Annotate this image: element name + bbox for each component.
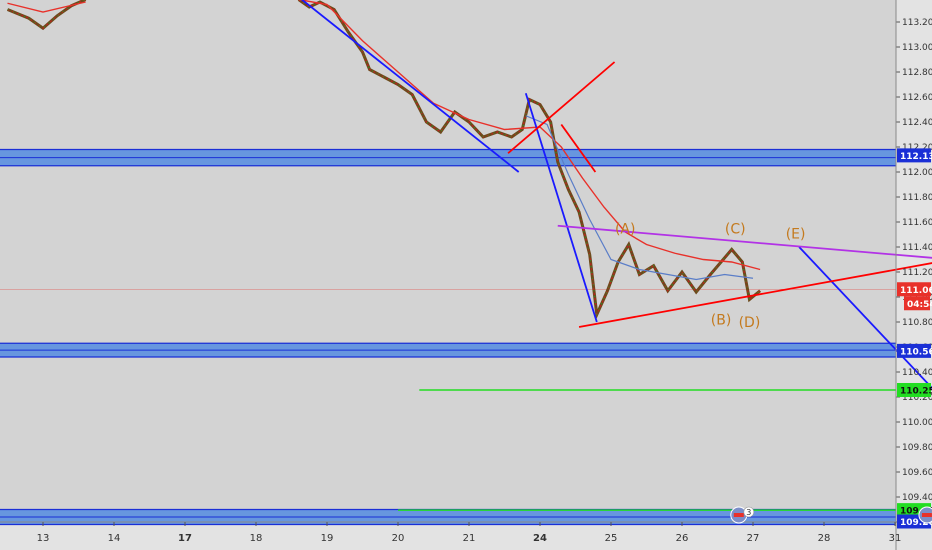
trend-line[interactable] <box>299 0 520 173</box>
price-tag <box>897 148 931 163</box>
y-tick-label: 112.800 <box>902 68 932 78</box>
x-tick-label: 21 <box>463 533 476 544</box>
y-tick-label: 113.000 <box>902 43 932 53</box>
price-tag <box>897 282 931 297</box>
price-candles-bearish <box>7 0 761 317</box>
wave-label: (A) <box>615 221 636 237</box>
x-tick-label: 27 <box>747 533 760 544</box>
x-tick-label: 14 <box>108 533 121 544</box>
time-axis-panel <box>0 522 896 550</box>
y-tick-label: 113.200 <box>902 18 932 28</box>
trend-line[interactable] <box>560 123 597 173</box>
x-tick-label: 13 <box>37 533 50 544</box>
y-tick-label: 110.800 <box>902 318 932 328</box>
countdown-label: 04:54 <box>907 300 932 310</box>
price-tag-label: 110.569 <box>900 347 932 357</box>
wave-label: (D) <box>739 315 761 331</box>
event-count-badge <box>743 506 755 518</box>
price-tag-label: 111.062 <box>900 286 932 296</box>
y-tick-label: 111.400 <box>902 243 932 253</box>
x-tick-label: 25 <box>605 533 618 544</box>
y-tick-label: 110.400 <box>902 368 932 378</box>
y-tick-label: 112.000 <box>902 168 932 178</box>
x-tick-label: 24 <box>533 533 547 544</box>
x-tick-label: 26 <box>676 533 689 544</box>
flag-stripe <box>921 513 932 517</box>
x-tick-label: 31 <box>889 533 902 544</box>
event-count: 3 <box>746 508 751 517</box>
price-tag-label: 112.133 <box>900 152 932 162</box>
y-tick-label: 110.200 <box>902 393 932 403</box>
y-tick-label: 111.600 <box>902 218 932 228</box>
trend-line[interactable] <box>578 260 932 328</box>
x-tick-label: 28 <box>818 533 831 544</box>
y-tick-label: 111.200 <box>902 268 932 278</box>
price-tag-label: 109.204 <box>900 518 932 528</box>
y-tick-label: 110.000 <box>902 418 932 428</box>
price-axis-panel <box>896 0 932 550</box>
wave-label: (E) <box>786 226 806 242</box>
y-tick-label: 112.400 <box>902 118 932 128</box>
y-tick-label: 111.800 <box>902 193 932 203</box>
wave-label: (C) <box>725 221 746 237</box>
price-tag <box>897 383 931 397</box>
y-tick-label: 112.600 <box>902 93 932 103</box>
x-tick-label: 20 <box>392 533 405 544</box>
y-tick-label: 109.800 <box>902 443 932 453</box>
moving-average-red <box>7 0 761 271</box>
wave-label: (B) <box>711 313 732 329</box>
countdown-tag <box>904 296 930 311</box>
trend-line[interactable] <box>557 224 932 261</box>
y-tick-label: 109.600 <box>902 468 932 478</box>
price-tag <box>897 343 931 358</box>
trend-line[interactable] <box>507 61 616 154</box>
moving-average-blue <box>525 115 754 281</box>
x-tick-label: 19 <box>321 533 334 544</box>
price-tag-label: 110.256 <box>900 387 932 397</box>
trend-line[interactable] <box>524 92 598 323</box>
flag-stripe <box>733 513 744 517</box>
y-tick-label: 112.200 <box>902 143 932 153</box>
x-tick-label: 17 <box>178 533 192 544</box>
price-tag-label: 109.295 <box>900 507 932 517</box>
y-tick-label: 109.400 <box>902 493 932 503</box>
x-tick-label: 18 <box>250 533 263 544</box>
